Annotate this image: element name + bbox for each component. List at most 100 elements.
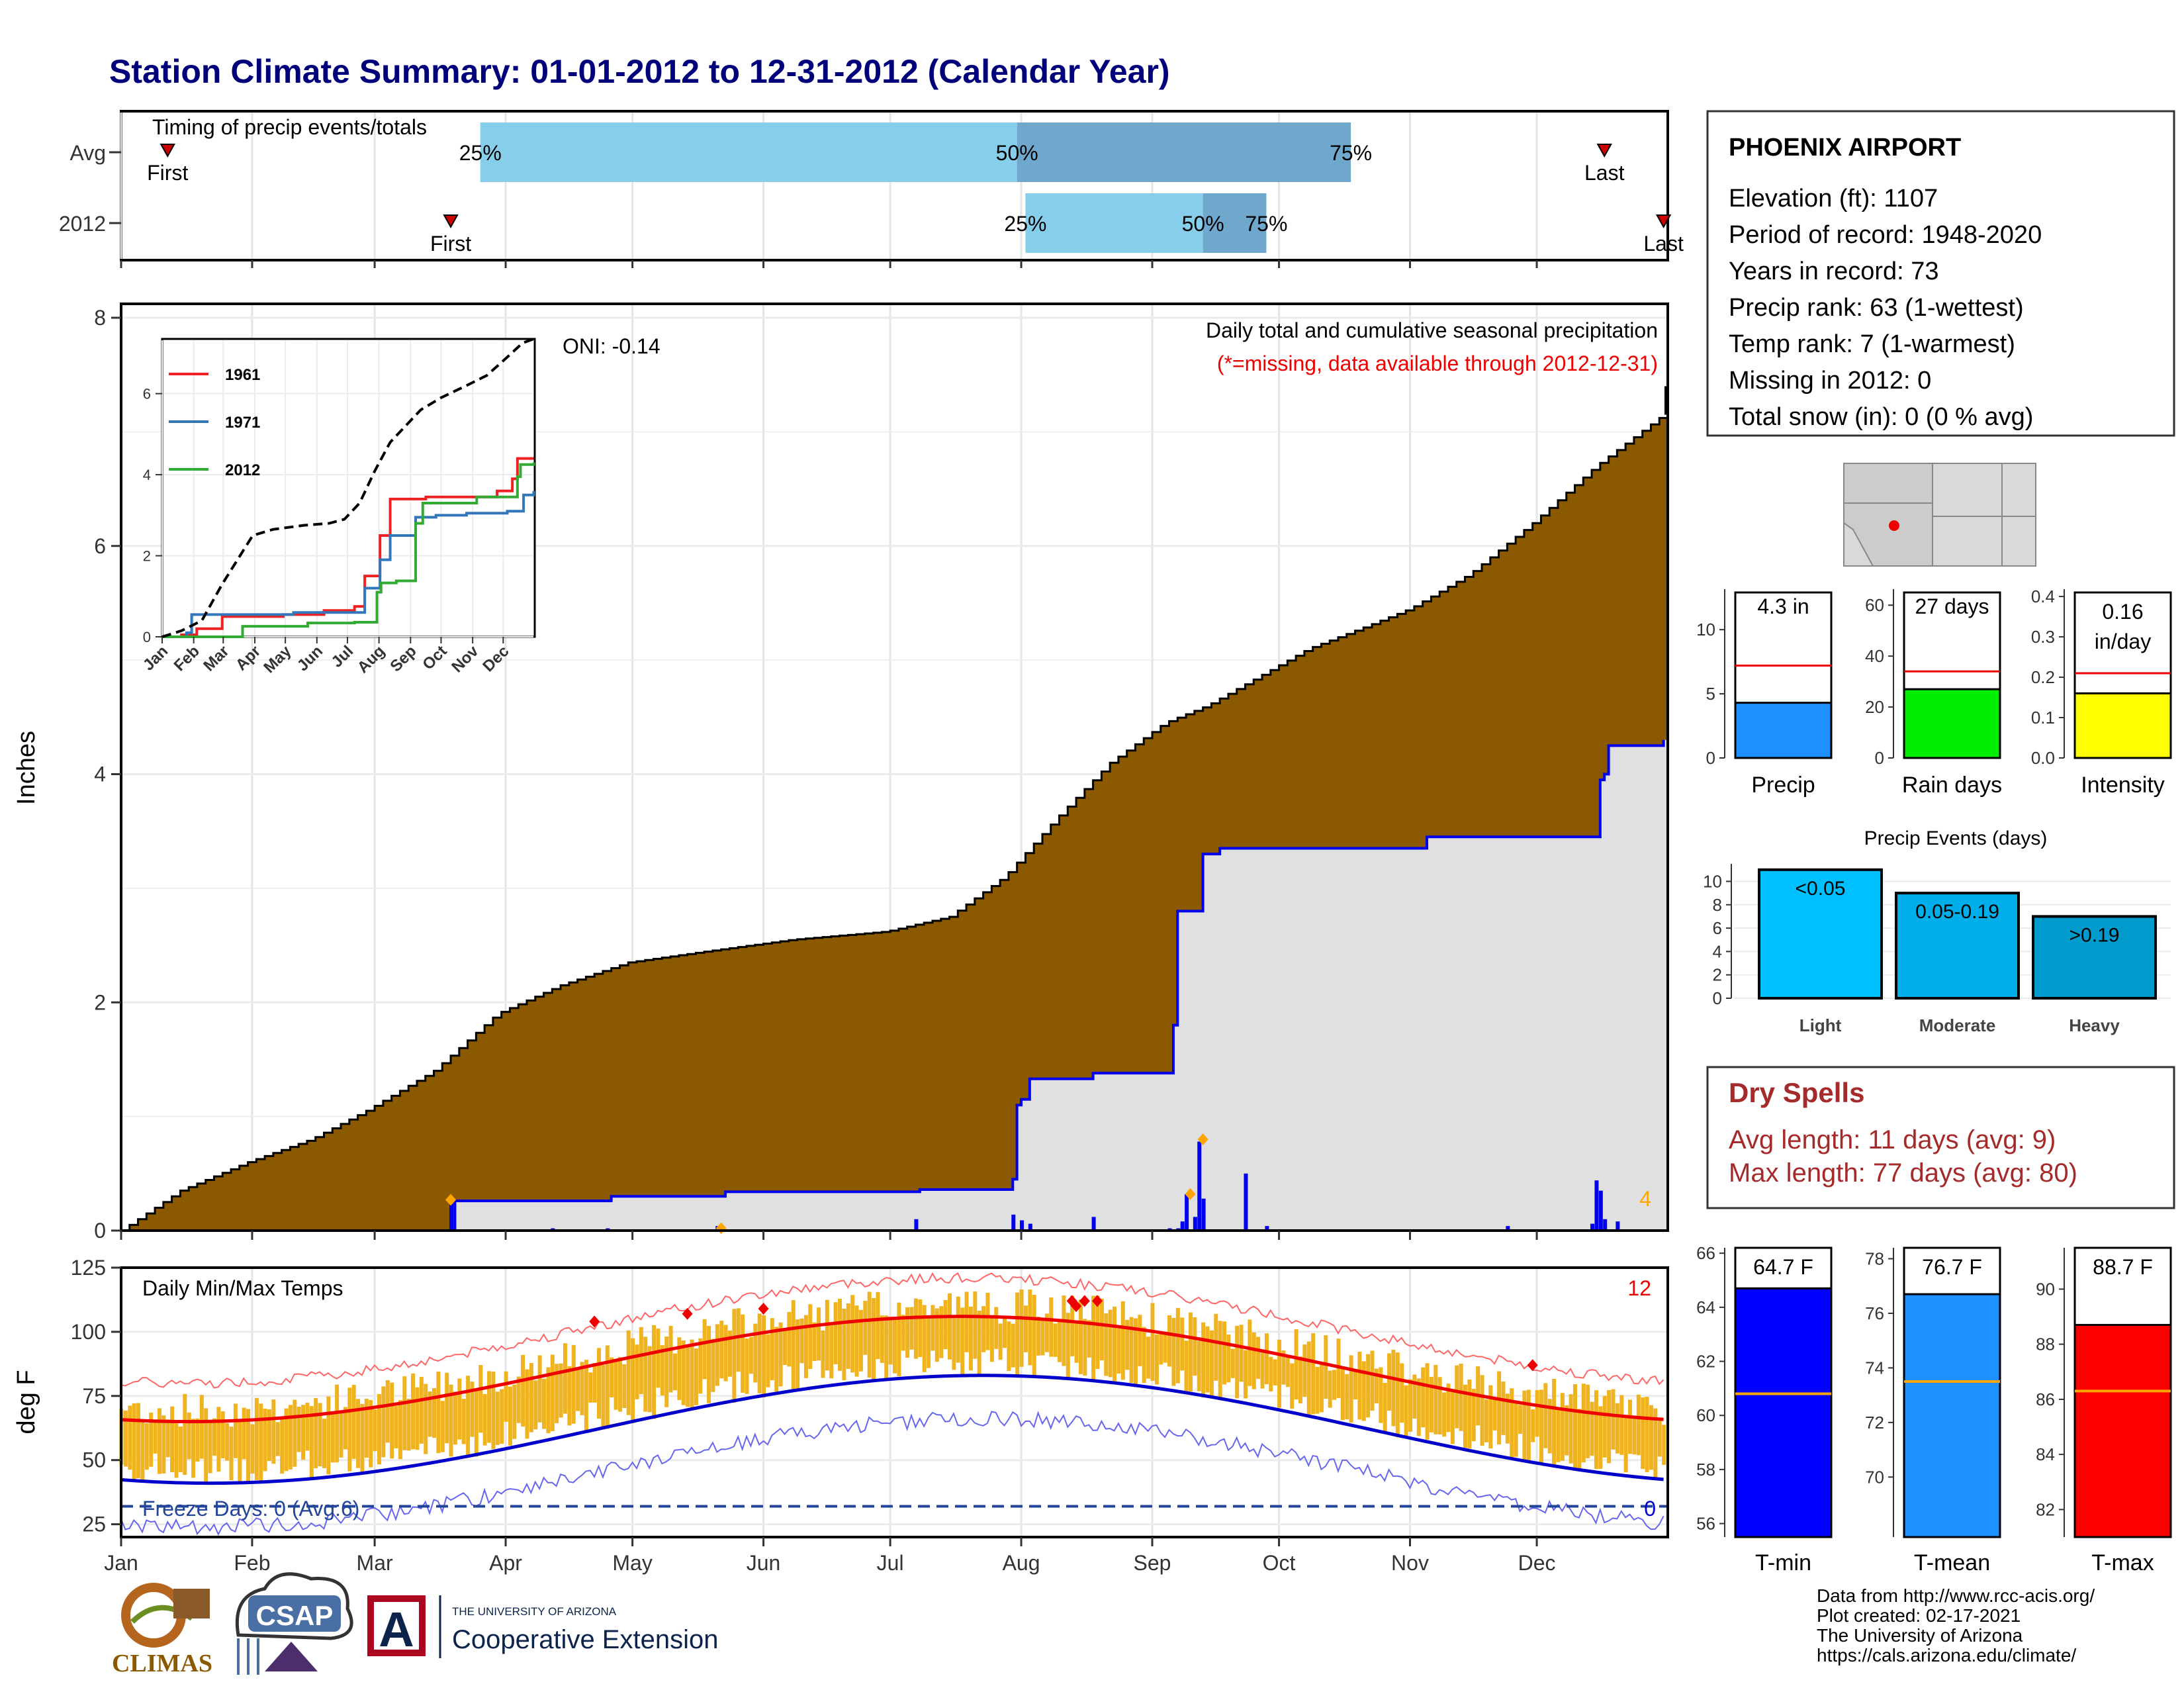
daily-temp-bar [821, 1330, 825, 1378]
timing-2012-last-marker [1655, 214, 1672, 229]
summary-x-label: Intensity [2081, 773, 2165, 798]
month-tick-label: Oct [1263, 1551, 1296, 1575]
daily-temp-bar [559, 1363, 563, 1418]
daily-temp-bar [555, 1364, 559, 1423]
inset-y-tick-label: 2 [143, 548, 151, 565]
daily-temp-bar [339, 1411, 343, 1458]
daily-temp-bar [888, 1317, 893, 1365]
daily-temp-bar [1632, 1417, 1637, 1455]
daily-temp-bar [373, 1409, 377, 1452]
temp-summary-value-label: 64.7 F [1753, 1255, 1813, 1279]
daily-temp-bar [1019, 1289, 1024, 1367]
daily-temp-bar [461, 1399, 466, 1444]
daily-temp-bar [123, 1410, 128, 1467]
daily-temp-bar [723, 1325, 728, 1382]
daily-temp-bar [1450, 1392, 1455, 1444]
temp-summary-y-tick-label: 56 [1696, 1514, 1715, 1534]
daily-temp-bar [271, 1399, 276, 1464]
daily-temp-bar [1332, 1370, 1337, 1400]
temp-panel: Daily Min/Max Temps 12 Freeze Days: 0 (A… [13, 1231, 1669, 1575]
daily-temp-bar [631, 1338, 635, 1423]
daily-temp-bar [1062, 1295, 1066, 1366]
daily-temp-bar [1256, 1336, 1261, 1380]
daily-temp-bar [170, 1406, 175, 1473]
missing-note: (*=missing, data available through 2012-… [1217, 352, 1658, 375]
summary-bar-Precip [1734, 702, 1833, 759]
daily-temp-bar [1514, 1403, 1518, 1457]
daily-temp-bar [1662, 1425, 1666, 1465]
timing-2012-q2-bar [1025, 193, 1203, 253]
daily-temp-bar [326, 1396, 331, 1475]
ua-big-text: Cooperative Extension [452, 1625, 718, 1654]
daily-temp-bar [1218, 1321, 1222, 1400]
temp-summary-y-tick-label: 90 [2036, 1279, 2055, 1299]
daily-temp-bar [1404, 1385, 1408, 1438]
events-y-tick-label: 6 [1713, 918, 1722, 938]
daily-temp-bar [1188, 1312, 1193, 1392]
daily-temp-bar [762, 1315, 766, 1398]
daily-temp-bar [803, 1315, 808, 1378]
month-tick-label: Jan [104, 1551, 138, 1575]
extreme-precip-marker [1185, 1188, 1196, 1200]
daily-precip-bar [1598, 1190, 1603, 1231]
daily-temp-bar [829, 1325, 834, 1379]
daily-temp-bar [617, 1357, 622, 1412]
daily-temp-bar [985, 1292, 990, 1350]
daily-temp-bar [727, 1331, 732, 1377]
station-line-6: Missing in 2012: 0 [1729, 367, 1931, 395]
month-tick-label: Mar [357, 1551, 393, 1575]
daily-temp-bar [369, 1399, 373, 1468]
daily-precip-bar [1020, 1220, 1024, 1231]
station-line-2: Period of record: 1948-2020 [1729, 221, 2042, 249]
timing-avg-last-label: Last [1584, 161, 1625, 185]
daily-temp-bar [952, 1318, 956, 1370]
daily-temp-bar [1306, 1341, 1311, 1416]
daily-temp-bar [284, 1408, 289, 1472]
daily-temp-bar [584, 1360, 588, 1431]
daily-temp-bar [732, 1309, 737, 1403]
daily-temp-bar [1408, 1379, 1412, 1432]
timing-2012-last-label: Last [1643, 232, 1684, 256]
daily-temp-bar [1099, 1298, 1104, 1361]
daily-temp-bar [656, 1329, 660, 1388]
daily-temp-bar [1471, 1389, 1476, 1442]
temp-summary-y-tick-label: 60 [1696, 1405, 1715, 1425]
timing-avg-q2-bar [480, 122, 1017, 182]
record-high-line [120, 1272, 1664, 1389]
daily-temp-bar [956, 1296, 960, 1363]
daily-temp-bar [934, 1308, 939, 1362]
timing-row-avg: Avg [69, 141, 106, 165]
month-tick-label: Jun [747, 1551, 781, 1575]
events-y-tick-label: 10 [1703, 871, 1722, 891]
month-tick-label: Sep [1134, 1551, 1171, 1575]
daily-temp-bar [893, 1316, 897, 1374]
daily-temp-bar [1311, 1333, 1316, 1415]
timing-avg-last-marker [1596, 144, 1612, 158]
credit-line-3: The University of Arizona [1817, 1625, 2023, 1646]
timing-2012-p50-label: 50% [1182, 212, 1224, 236]
daily-temp-bar [293, 1399, 297, 1467]
daily-temp-bar [1108, 1309, 1113, 1378]
daily-temp-bar [994, 1307, 999, 1349]
daily-temp-bar [1535, 1390, 1539, 1437]
daily-temp-bar [707, 1325, 711, 1403]
daily-temp-bar [1349, 1355, 1353, 1423]
daily-temp-bar [516, 1376, 521, 1423]
daily-temp-bar [381, 1386, 386, 1458]
daily-temp-bar [660, 1345, 664, 1396]
daily-temp-bar [745, 1338, 749, 1394]
station-name: PHOENIX AIRPORT [1729, 134, 1961, 162]
daily-temp-bar [398, 1400, 402, 1460]
record-temp-marker [1527, 1359, 1538, 1372]
daily-temp-bar [927, 1315, 931, 1368]
summary-bar-Rain days [1903, 688, 2001, 759]
daily-temp-bar [1590, 1401, 1594, 1456]
temp-summary-x-label: T-min [1755, 1550, 1811, 1575]
daily-temp-bar [576, 1369, 580, 1411]
summary-y-tick-label: 5 [1706, 684, 1715, 704]
daily-temp-bar [1480, 1375, 1484, 1446]
summary-value-label: 27 days [1915, 594, 1989, 618]
daily-temp-bar [833, 1302, 838, 1364]
daily-temp-bar [487, 1371, 492, 1443]
climas-logo-text: CLIMAS [112, 1650, 212, 1677]
